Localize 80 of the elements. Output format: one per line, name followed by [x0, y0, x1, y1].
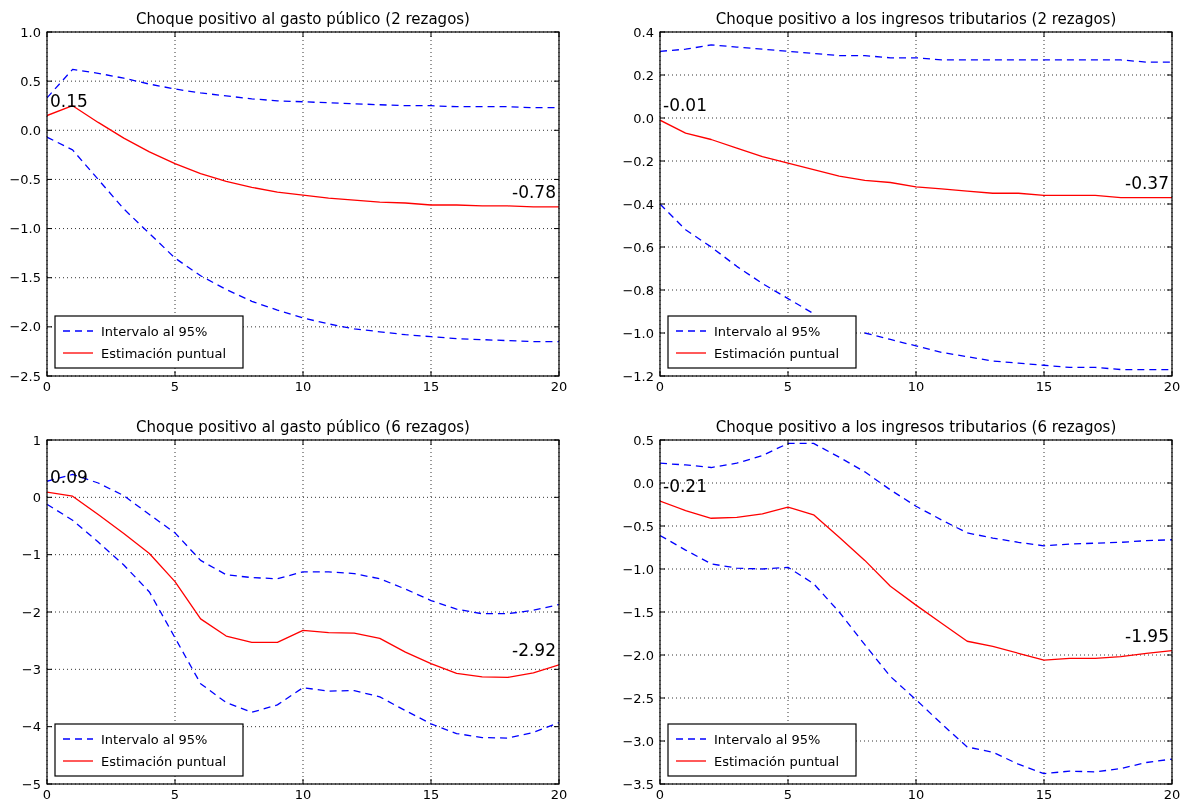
line-series: [660, 119, 1172, 199]
x-tick-label: 10: [294, 379, 312, 394]
y-tick-label: −1: [21, 547, 41, 563]
y-tick-label: −3: [21, 661, 41, 677]
y-tick-label: −2.0: [9, 319, 41, 335]
legend-label: Estimación puntual: [101, 345, 227, 361]
y-tick-label: −1.5: [622, 604, 654, 620]
line-series: [47, 105, 559, 208]
x-tick-label: 15: [422, 787, 440, 802]
y-tick-label: −0.5: [622, 518, 654, 534]
chart-title: Choque positivo al gasto público (2 rezagos): [136, 10, 470, 28]
x-tick-label: 20: [1163, 787, 1181, 802]
line-series: [660, 500, 1172, 661]
x-tick-label: 5: [170, 379, 180, 394]
annotation: -0.37: [1125, 172, 1169, 193]
y-tick-label: −1.0: [622, 561, 654, 577]
chart-title: Choque positivo al gasto público (6 rezagos): [136, 418, 470, 436]
x-tick-label: 10: [907, 787, 925, 802]
legend-label: Intervalo al 95%: [714, 731, 821, 747]
annotation: -0.78: [512, 181, 556, 202]
y-tick-label: −1.0: [9, 221, 41, 237]
y-tick-label: 0.0: [633, 110, 654, 126]
line-series: [47, 136, 559, 343]
x-tick-label: 5: [783, 787, 793, 802]
annotation: -0.21: [663, 476, 707, 497]
x-tick-label: 0: [655, 787, 665, 802]
y-tick-label: −3.5: [622, 776, 654, 792]
legend-label: Estimación puntual: [101, 753, 227, 769]
y-tick-label: −3.0: [622, 733, 654, 749]
y-tick-label: −0.2: [622, 153, 654, 169]
y-tick-label: 0.5: [20, 73, 41, 89]
legend-label: Estimación puntual: [714, 753, 840, 769]
x-tick-label: 20: [550, 379, 568, 394]
annotation: -2.92: [512, 639, 556, 660]
legend-label: Intervalo al 95%: [101, 323, 208, 339]
y-tick-label: 0.0: [633, 475, 654, 491]
legend-label: Intervalo al 95%: [714, 323, 821, 339]
y-tick-label: 0: [32, 489, 41, 505]
line-series: [47, 491, 559, 679]
x-tick-label: 15: [1035, 379, 1053, 394]
line-series: [660, 534, 1172, 775]
x-tick-label: 5: [170, 787, 180, 802]
y-tick-label: −5: [21, 776, 41, 792]
y-tick-label: 0.0: [20, 122, 41, 138]
x-tick-label: 10: [907, 379, 925, 394]
legend-label: Intervalo al 95%: [101, 731, 208, 747]
x-tick-label: 0: [655, 379, 665, 394]
x-tick-label: 10: [294, 787, 312, 802]
y-tick-label: −1.5: [9, 270, 41, 286]
y-tick-label: −0.5: [9, 171, 41, 187]
x-tick-label: 0: [42, 379, 52, 394]
annotation: -0.01: [663, 95, 707, 116]
y-tick-label: −2.5: [622, 690, 654, 706]
line-series: [660, 44, 1172, 63]
x-tick-label: 20: [1163, 379, 1181, 394]
x-tick-label: 0: [42, 787, 52, 802]
annotation: -1.95: [1125, 625, 1169, 646]
y-tick-label: −0.8: [622, 282, 654, 298]
y-tick-label: 1.0: [20, 24, 41, 40]
y-tick-label: −0.6: [622, 239, 654, 255]
y-tick-label: −2.0: [622, 647, 654, 663]
y-tick-label: −1.0: [622, 325, 654, 341]
annotation: 0.15: [50, 90, 88, 111]
chart-title: Choque positivo a los ingresos tributarios (6 rezagos): [715, 418, 1117, 436]
x-tick-label: 5: [783, 379, 793, 394]
y-tick-label: 0.2: [633, 67, 654, 83]
annotation: 0.09: [50, 467, 88, 488]
x-tick-label: 15: [422, 379, 440, 394]
y-tick-label: −2: [21, 604, 41, 620]
chart-title: Choque positivo a los ingresos tributarios (2 rezagos): [715, 10, 1117, 28]
y-tick-label: 0.4: [633, 24, 654, 40]
y-tick-label: 1: [32, 432, 41, 448]
y-tick-label: 0.5: [633, 432, 654, 448]
y-tick-label: −2.5: [9, 368, 41, 384]
x-tick-label: 15: [1035, 787, 1053, 802]
y-tick-label: −0.4: [622, 196, 654, 212]
legend-label: Estimación puntual: [714, 345, 840, 361]
y-tick-label: −4: [21, 719, 41, 735]
x-tick-label: 20: [550, 787, 568, 802]
y-tick-label: −1.2: [622, 368, 654, 384]
